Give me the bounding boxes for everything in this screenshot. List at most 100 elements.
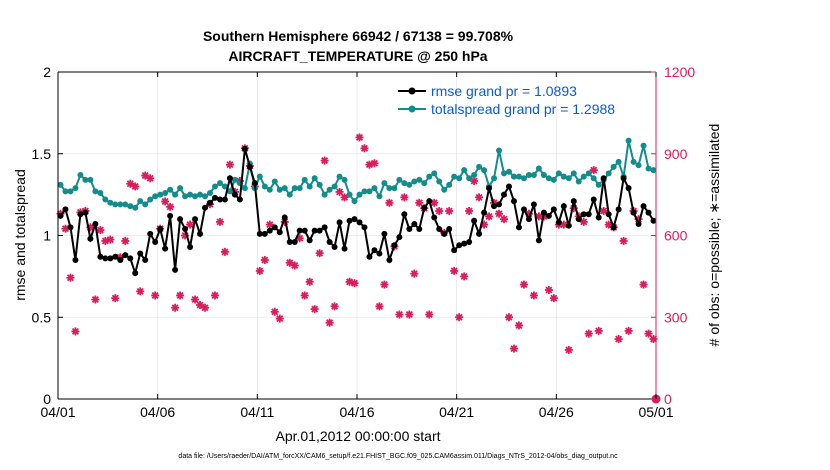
rmse-point-27: [192, 216, 199, 223]
rmse-point-17: [142, 257, 149, 264]
legend-marker-rmse: [408, 87, 416, 95]
rmse-point-16: [137, 250, 144, 257]
spread-point-33: [221, 183, 228, 190]
assimilated-point-34: [225, 160, 234, 169]
rmse-point-29: [202, 204, 209, 211]
spread-point-56: [336, 173, 343, 180]
assimilated-point-47: [290, 261, 299, 270]
assimilated-point-90: [504, 313, 513, 322]
rmse-point-52: [316, 227, 323, 234]
spread-point-80: [456, 175, 463, 182]
rmse-point-87: [491, 203, 498, 210]
rmse-point-43: [271, 224, 278, 231]
spread-point-58: [346, 191, 353, 198]
rmse-point-8: [97, 253, 104, 260]
spread-point-79: [451, 173, 458, 180]
assimilated-point-80: [455, 313, 464, 322]
x-tick-label-5: 04/26: [539, 404, 574, 420]
left-axis-label: rmse and totalspread: [12, 169, 28, 301]
rmse-point-102: [565, 222, 572, 229]
y-tick-label-2: 1: [43, 228, 51, 244]
rmse-point-11: [112, 253, 119, 260]
assimilated-point-56: [335, 187, 344, 196]
rmse-point-34: [226, 175, 233, 182]
spread-point-118: [645, 165, 652, 172]
assimilated-point-18: [146, 174, 155, 183]
rmse-point-7: [92, 221, 99, 228]
spread-point-43: [271, 178, 278, 185]
assimilated-point-102: [564, 345, 573, 354]
y-right-tick-label-1: 300: [664, 309, 688, 325]
spread-point-41: [261, 183, 268, 190]
rmse-point-84: [476, 230, 483, 237]
rmse-point-93: [520, 206, 527, 213]
assimilated-point-26: [186, 220, 195, 229]
rmse-point-118: [645, 209, 652, 216]
spread-point-107: [590, 175, 597, 182]
assimilated-point-93: [519, 280, 528, 289]
rmse-point-1: [62, 206, 69, 213]
rmse-point-6: [87, 235, 94, 242]
assimilated-point-82: [465, 206, 474, 215]
spread-point-55: [331, 183, 338, 190]
rmse-point-25: [182, 225, 189, 232]
rmse-point-63: [371, 247, 378, 254]
y-tick-label-0: 0: [43, 391, 51, 407]
rmse-point-41: [261, 230, 268, 237]
assimilated-point-10: [106, 235, 115, 244]
spread-point-101: [560, 173, 567, 180]
assimilated-point-70: [405, 310, 414, 319]
assimilated-point-53: [320, 156, 329, 165]
spread-point-19: [152, 193, 159, 200]
rmse-point-28: [197, 230, 204, 237]
rmse-point-92: [515, 224, 522, 231]
assimilated-point-13: [121, 236, 130, 245]
assimilated-point-112: [614, 335, 623, 344]
spread-point-48: [296, 185, 303, 192]
spread-point-6: [87, 176, 94, 183]
obs-series: [56, 133, 661, 404]
spread-point-99: [550, 176, 557, 183]
spread-point-54: [326, 186, 333, 193]
y-tick-label-3: 1.5: [32, 146, 52, 162]
rmse-point-4: [77, 211, 84, 218]
assimilated-point-92: [514, 321, 523, 330]
rmse-point-53: [321, 224, 328, 231]
spread-point-62: [366, 188, 373, 195]
rmse-point-36: [236, 196, 243, 203]
spread-point-70: [406, 181, 413, 188]
assimilated-point-65: [380, 280, 389, 289]
spread-point-76: [436, 178, 443, 185]
spread-point-57: [341, 176, 348, 183]
rmse-point-33: [221, 196, 228, 203]
assimilated-point-69: [400, 193, 409, 202]
rmse-point-88: [496, 201, 503, 208]
assimilated-point-51: [310, 305, 319, 314]
rmse-point-104: [575, 216, 582, 223]
rmse-point-115: [630, 209, 637, 216]
y-tick-label-4: 2: [43, 64, 51, 80]
spread-point-18: [147, 196, 154, 203]
rmse-point-37: [241, 145, 248, 152]
rmse-point-80: [456, 242, 463, 249]
y-tick-label-1: 0.5: [32, 309, 52, 325]
rmse-point-94: [525, 216, 532, 223]
assimilated-point-61: [360, 144, 369, 153]
spread-point-83: [471, 172, 478, 179]
assimilated-point-117: [639, 280, 648, 289]
rmse-point-98: [545, 212, 552, 219]
rmse-point-55: [331, 243, 338, 250]
rmse-point-60: [356, 219, 363, 226]
spread-point-94: [525, 172, 532, 179]
spread-point-4: [77, 172, 84, 179]
spread-point-100: [555, 170, 562, 177]
spread-point-52: [316, 181, 323, 188]
rmse-point-105: [580, 211, 587, 218]
assimilated-point-3: [71, 327, 80, 336]
x-tick-label-2: 04/11: [240, 404, 274, 420]
spread-point-26: [187, 191, 194, 198]
spread-point-73: [421, 180, 428, 187]
rmse-point-82: [466, 239, 473, 246]
rmse-point-85: [481, 209, 488, 216]
